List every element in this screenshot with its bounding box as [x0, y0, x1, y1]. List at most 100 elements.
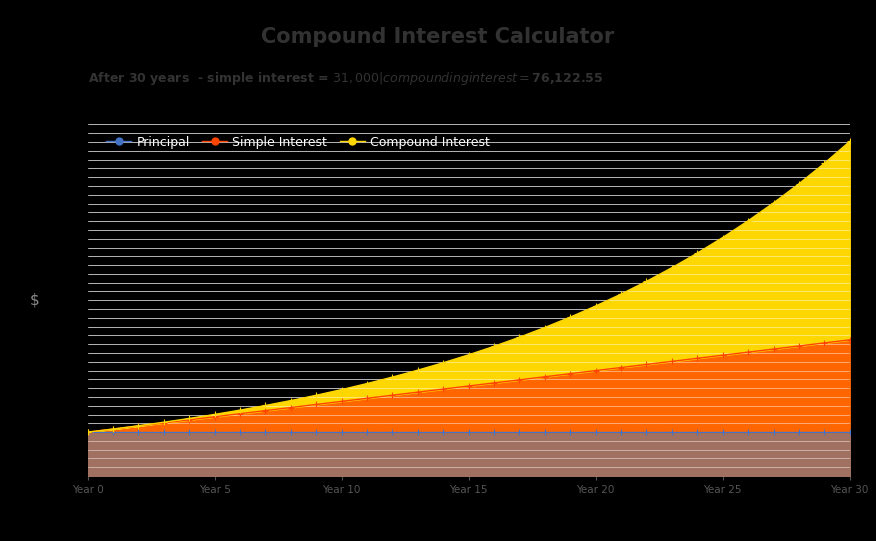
Simple Interest [819, 340, 830, 346]
Principal [794, 429, 804, 436]
Principal [692, 429, 703, 436]
Simple Interest [311, 401, 321, 408]
Compound Interest [692, 250, 703, 256]
Compound Interest [565, 314, 576, 320]
Simple Interest [387, 392, 398, 398]
Compound Interest [209, 411, 220, 418]
Simple Interest [717, 352, 728, 359]
Principal [362, 429, 372, 436]
Compound Interest [159, 419, 169, 425]
Principal [311, 429, 321, 436]
Compound Interest [387, 374, 398, 380]
Principal [235, 429, 245, 436]
Compound Interest [514, 334, 525, 340]
Simple Interest [336, 398, 347, 405]
Compound Interest [794, 181, 804, 187]
Compound Interest [184, 415, 194, 421]
Legend: Principal, Simple Interest, Compound Interest: Principal, Simple Interest, Compound Int… [102, 131, 495, 154]
Compound Interest [260, 403, 271, 409]
Simple Interest [844, 337, 855, 343]
Simple Interest [184, 417, 194, 423]
Principal [463, 429, 474, 436]
Compound Interest [286, 397, 296, 404]
Compound Interest [336, 386, 347, 393]
Simple Interest [133, 423, 144, 429]
Simple Interest [540, 373, 550, 380]
Simple Interest [768, 346, 779, 352]
Principal [133, 429, 144, 436]
Principal [616, 429, 626, 436]
Principal [844, 429, 855, 436]
Principal [768, 429, 779, 436]
Compound Interest [641, 278, 652, 285]
Principal [260, 429, 271, 436]
Simple Interest [590, 367, 601, 374]
Compound Interest [717, 234, 728, 241]
Compound Interest [768, 200, 779, 206]
Compound Interest [311, 392, 321, 399]
Compound Interest [590, 303, 601, 309]
Simple Interest [514, 377, 525, 383]
Simple Interest [641, 361, 652, 368]
Principal [717, 429, 728, 436]
Principal [514, 429, 525, 436]
Compound Interest [108, 426, 118, 432]
Simple Interest [565, 371, 576, 377]
Compound Interest [844, 138, 855, 145]
Principal [209, 429, 220, 436]
Compound Interest [616, 291, 626, 298]
Compound Interest [438, 359, 449, 366]
Principal [286, 429, 296, 436]
Principal [565, 429, 576, 436]
Compound Interest [463, 352, 474, 358]
Simple Interest [260, 407, 271, 414]
Simple Interest [286, 404, 296, 411]
Compound Interest [413, 367, 423, 373]
Principal [387, 429, 398, 436]
Simple Interest [438, 386, 449, 392]
Simple Interest [794, 343, 804, 349]
Principal [82, 429, 93, 436]
Simple Interest [108, 426, 118, 432]
Compound Interest [235, 407, 245, 413]
Text: $: $ [30, 293, 39, 308]
Simple Interest [209, 413, 220, 420]
Compound Interest [540, 324, 550, 331]
Principal [489, 429, 499, 436]
Simple Interest [159, 420, 169, 426]
Simple Interest [463, 382, 474, 389]
Compound Interest [489, 343, 499, 349]
Compound Interest [743, 217, 753, 224]
Simple Interest [235, 411, 245, 417]
Line: Compound Interest: Compound Interest [85, 138, 852, 435]
Principal [184, 429, 194, 436]
Compound Interest [667, 265, 677, 271]
Principal [540, 429, 550, 436]
Principal [819, 429, 830, 436]
Simple Interest [743, 349, 753, 355]
Principal [667, 429, 677, 436]
Simple Interest [692, 355, 703, 361]
Line: Principal: Principal [85, 430, 852, 435]
Line: Simple Interest: Simple Interest [85, 337, 852, 435]
Simple Interest [82, 429, 93, 436]
Principal [108, 429, 118, 436]
Simple Interest [362, 395, 372, 401]
Compound Interest [819, 160, 830, 167]
Text: Compound Interest Calculator: Compound Interest Calculator [261, 27, 615, 47]
Compound Interest [133, 423, 144, 429]
Principal [590, 429, 601, 436]
Principal [641, 429, 652, 436]
Principal [159, 429, 169, 436]
Text: After 30 years  - simple interest = $31,000 | compounding interest = $76,122.55: After 30 years - simple interest = $31,0… [88, 70, 603, 87]
Principal [438, 429, 449, 436]
Simple Interest [489, 380, 499, 386]
Compound Interest [362, 380, 372, 387]
Principal [413, 429, 423, 436]
Principal [743, 429, 753, 436]
Compound Interest [82, 429, 93, 436]
Simple Interest [616, 364, 626, 371]
Simple Interest [667, 358, 677, 365]
Principal [336, 429, 347, 436]
Simple Interest [413, 389, 423, 395]
